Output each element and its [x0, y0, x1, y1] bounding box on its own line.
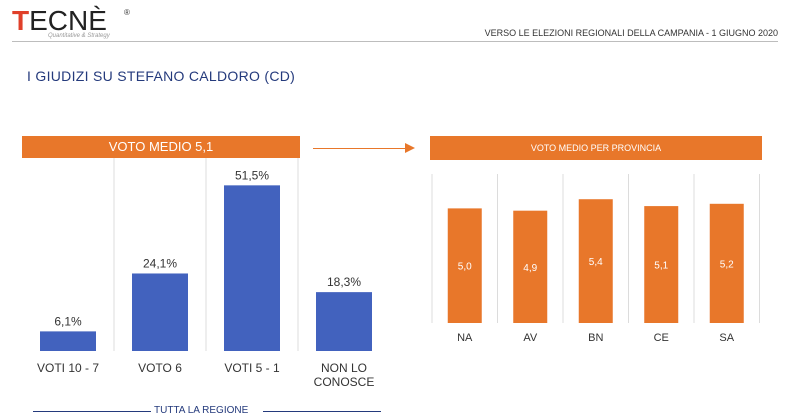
bar	[447, 208, 482, 323]
bar	[40, 331, 96, 351]
data-label: 18,3%	[327, 275, 361, 289]
data-label: 5,1	[654, 261, 668, 272]
bar	[709, 203, 744, 323]
header-divider	[12, 41, 778, 42]
left-banner: VOTO MEDIO 5,1	[22, 136, 300, 158]
bar	[224, 185, 280, 351]
header-subtitle: VERSO LE ELEZIONI REGIONALI DELLA CAMPAN…	[484, 28, 778, 38]
data-label: 5,0	[458, 262, 472, 273]
bar	[644, 206, 679, 323]
data-label: 6,1%	[54, 314, 82, 328]
category-label: BN	[588, 332, 603, 344]
data-label: 5,2	[720, 259, 734, 270]
category-label: VOTO 6	[138, 361, 182, 375]
data-label: 5,4	[589, 257, 603, 268]
category-label: CONOSCE	[314, 375, 375, 389]
registered-mark: ®	[124, 8, 130, 17]
bar	[316, 292, 372, 351]
arrow-line	[313, 148, 408, 149]
category-label: VOTI 5 - 1	[224, 361, 280, 375]
logo-initial: T	[12, 5, 30, 36]
logo-wordmark: ECNÈ	[29, 5, 107, 36]
category-label: CE	[654, 332, 669, 344]
logo-tagline: Quantitative & Strategy	[48, 33, 110, 39]
right-banner: VOTO MEDIO PER PROVINCIA	[430, 136, 762, 160]
page-title: I GIUDIZI SU STEFANO CALDORO (CD)	[27, 68, 296, 84]
data-label: 51,5%	[235, 168, 269, 182]
bar	[513, 210, 548, 323]
arrow-right-icon	[405, 143, 415, 153]
bar	[578, 199, 613, 323]
category-label: NON LO	[321, 361, 367, 375]
footer-line-right	[263, 411, 381, 412]
category-label: NA	[457, 332, 473, 344]
footer-line-left	[33, 411, 151, 412]
category-label: AV	[523, 332, 538, 344]
category-label: VOTI 10 - 7	[37, 361, 99, 375]
category-label: SA	[719, 332, 734, 344]
footer-label: TUTTA LA REGIONE	[154, 405, 249, 416]
data-label: 24,1%	[143, 256, 177, 270]
data-label: 4,9	[523, 263, 537, 274]
bar	[132, 273, 188, 351]
